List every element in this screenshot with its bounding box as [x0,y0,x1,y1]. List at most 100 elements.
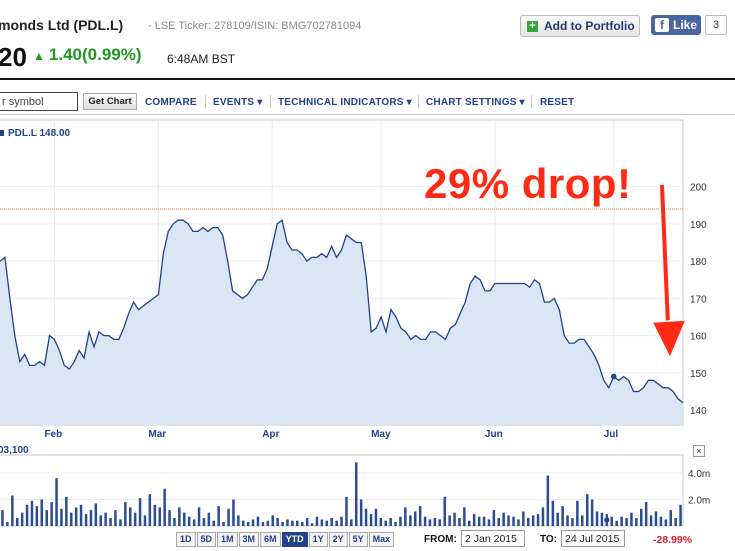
range-button-1y[interactable]: 1Y [308,532,328,547]
volume-bar [114,510,117,526]
close-volume-button[interactable]: × [693,445,705,457]
symbol-input[interactable] [0,92,78,111]
volume-bar [65,496,68,526]
volume-bar [384,520,387,526]
volume-bar [129,507,132,526]
range-button-5y[interactable]: 5Y [348,532,368,547]
technical-indicators-menu[interactable]: TECHNICAL INDICATORS ▾ [278,97,412,108]
range-button-ytd[interactable]: YTD [281,532,308,547]
volume-bar [104,512,107,526]
volume-bar [561,506,564,526]
reset-link[interactable]: RESET [540,97,575,108]
price-plot [0,219,684,425]
volume-plot [0,454,684,527]
volume-bar [364,508,368,527]
volume-bar [536,514,540,526]
volume-bar [477,516,481,526]
volume-bar [325,520,328,526]
toolbar-divider [205,95,206,108]
volume-bar [276,518,279,526]
chart-toolbar: Get Chart COMPARE EVENTS ▾ TECHNICAL IND… [0,87,735,115]
volume-bar [301,522,304,526]
volume-bar [615,520,618,526]
volume-label: 03,100 [0,445,29,456]
volume-bar [281,522,284,526]
volume-bar [443,496,446,526]
volume-bar [305,518,309,526]
to-date-input[interactable] [561,530,625,547]
range-button-3m[interactable]: 3M [238,532,260,547]
add-to-portfolio-label: Add to Portfolio [544,19,635,33]
range-button-1d[interactable]: 1D [176,532,196,547]
toolbar-divider [531,95,532,108]
add-to-portfolio-button[interactable]: + Add to Portfolio [520,15,640,37]
arrow-head [650,319,688,360]
range-button-1m[interactable]: 1M [217,532,238,547]
volume-bar [40,499,43,526]
volume-bar [266,520,270,526]
range-button-6m[interactable]: 6M [260,532,281,547]
arrow-shaft [660,184,670,326]
volume-bar [109,518,112,526]
volume-bar [379,518,383,526]
volume-bar [453,512,456,526]
range-button-2y[interactable]: 2Y [328,532,348,547]
change-percent: (0.99%) [81,45,142,64]
volume-bar [1,510,4,526]
volume-bar [374,508,378,527]
volume-bar [664,519,668,526]
plus-icon: + [527,20,538,32]
volume-bar [600,512,604,526]
volume-bar [251,519,255,526]
volume-bar [595,511,599,526]
volume-bar [590,499,594,526]
volume-bar [163,488,166,526]
y-tick-label: 150 [690,369,707,380]
company-name: monds Ltd (PDL.L) [0,17,124,33]
volume-bar [369,514,373,526]
to-label: TO: [540,534,558,545]
volume-bar [330,518,333,526]
volume-bar [654,511,658,526]
volume-axis: 2.0m 4.0m [688,469,710,507]
toolbar-divider [418,95,419,108]
volume-bar [502,512,505,526]
range-button-5d[interactable]: 5D [196,532,217,547]
volume-bar [512,516,515,526]
events-menu[interactable]: EVENTS ▾ [213,97,263,108]
volume-bar [79,504,83,526]
volume-bar [527,518,530,526]
volume-bar [610,516,613,526]
volume-bar [183,512,186,526]
facebook-like-button[interactable]: f Like [651,15,701,35]
volume-bar [246,522,250,526]
x-tick-label: Mar [148,429,166,440]
range-button-max[interactable]: Max [368,532,395,547]
volume-bar [197,507,201,526]
from-date-input[interactable] [461,530,525,547]
volume-bar [433,518,437,526]
volume-bar [310,523,314,526]
volume-bar [546,475,550,526]
y-tick-label: 160 [690,332,707,343]
volume-bar [517,519,520,526]
volume-bar [291,520,294,526]
compare-link[interactable]: COMPARE [145,97,197,108]
volume-bar [320,519,324,526]
volume-tick-label: 4.0m [688,469,710,480]
volume-bar [212,520,215,526]
chart-settings-menu[interactable]: CHART SETTINGS ▾ [426,97,525,108]
volume-bar [30,500,34,526]
get-chart-button[interactable]: Get Chart [83,93,137,110]
volume-bar [649,515,653,526]
volume-bar [418,506,422,526]
toolbar-divider [270,95,271,108]
volume-bar [35,506,39,526]
price-area [0,220,683,425]
volume-bar [232,499,235,526]
volume-bar [620,516,623,526]
volume-bar [158,507,161,526]
volume-bar [315,516,319,526]
y-tick-label: 200 [690,183,707,194]
volume-bar [192,519,196,526]
